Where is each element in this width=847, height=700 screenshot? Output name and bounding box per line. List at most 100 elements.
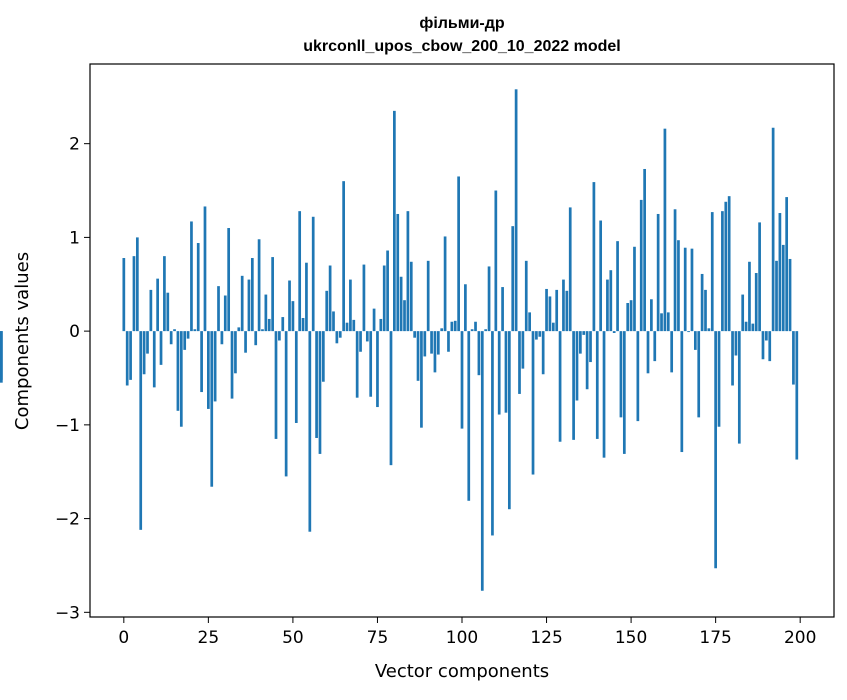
bar [125,331,129,386]
bar [338,331,342,338]
bar [264,294,268,332]
bar [565,290,569,332]
bar [244,331,247,353]
bar [700,273,704,332]
bar [595,331,599,439]
bar [203,206,207,332]
bar [382,265,386,332]
bar [677,240,680,332]
bar [135,237,139,332]
bar [683,247,687,332]
bar [440,328,444,332]
bar [291,301,295,332]
bar [788,258,792,332]
bar [250,258,254,332]
bar [163,256,166,332]
bar [416,331,420,381]
bar [443,236,447,332]
bar [318,331,322,454]
bar [423,331,427,357]
bar [717,331,721,427]
chart-title: фільми-др [419,15,505,32]
bar [541,331,545,375]
bar [727,196,731,332]
bar [227,228,231,332]
bar [230,331,234,399]
bar [132,256,136,332]
bar [457,176,460,332]
x-tick-label: 25 [198,628,220,648]
bar [744,321,748,332]
bar [288,280,291,332]
bar [467,331,471,501]
bar [200,331,203,393]
bar [311,216,315,332]
bar [619,331,623,418]
x-tick-label: 75 [367,628,389,648]
bar [159,331,163,365]
y-tick-label: −1 [55,416,80,436]
bar [737,331,741,444]
bar [406,211,410,332]
y-axis-label: Components values [12,252,33,430]
bar [142,331,146,375]
bar [349,279,352,332]
bar [636,331,640,422]
bar [240,275,244,332]
bar [433,331,437,373]
bar [393,110,396,332]
bar [592,182,596,332]
bar [609,270,613,332]
bar [616,241,619,332]
bar [149,289,153,332]
bar [504,331,508,413]
bar [193,329,197,332]
bar [389,331,393,466]
bar [294,331,298,423]
bar [666,312,670,332]
bar [775,260,778,332]
bar [460,331,464,429]
bar [792,331,795,385]
bar [501,287,504,332]
bar [122,258,126,332]
bar [247,279,251,332]
bar [237,327,241,332]
bar [599,220,603,332]
bar [213,331,217,402]
bar [480,331,484,591]
bar [450,321,454,332]
bar [274,331,278,439]
bar [589,331,592,363]
bar [278,331,281,341]
bar [365,331,369,342]
bar [484,329,488,332]
x-tick-label: 0 [118,628,129,648]
bar [690,248,694,332]
bar [477,331,481,376]
bar [521,331,525,369]
bar [633,246,636,332]
bar [386,250,389,332]
bar [267,318,271,332]
bar [494,190,498,332]
bar [741,294,745,332]
bar [403,300,406,332]
bar [183,331,187,350]
bar [710,212,714,332]
bar [129,331,132,380]
bar [518,331,521,394]
y-tick-label: −2 [55,510,80,530]
x-axis-label: Vector components [375,661,549,682]
bar [305,262,308,332]
bar [166,292,170,332]
bar [409,261,413,332]
bar [670,331,674,373]
bar [345,322,349,332]
bar [257,239,261,332]
bar [575,331,579,401]
bar [606,279,609,332]
y-tick-label: 0 [69,322,80,342]
bar [572,331,575,440]
bar [139,331,143,530]
